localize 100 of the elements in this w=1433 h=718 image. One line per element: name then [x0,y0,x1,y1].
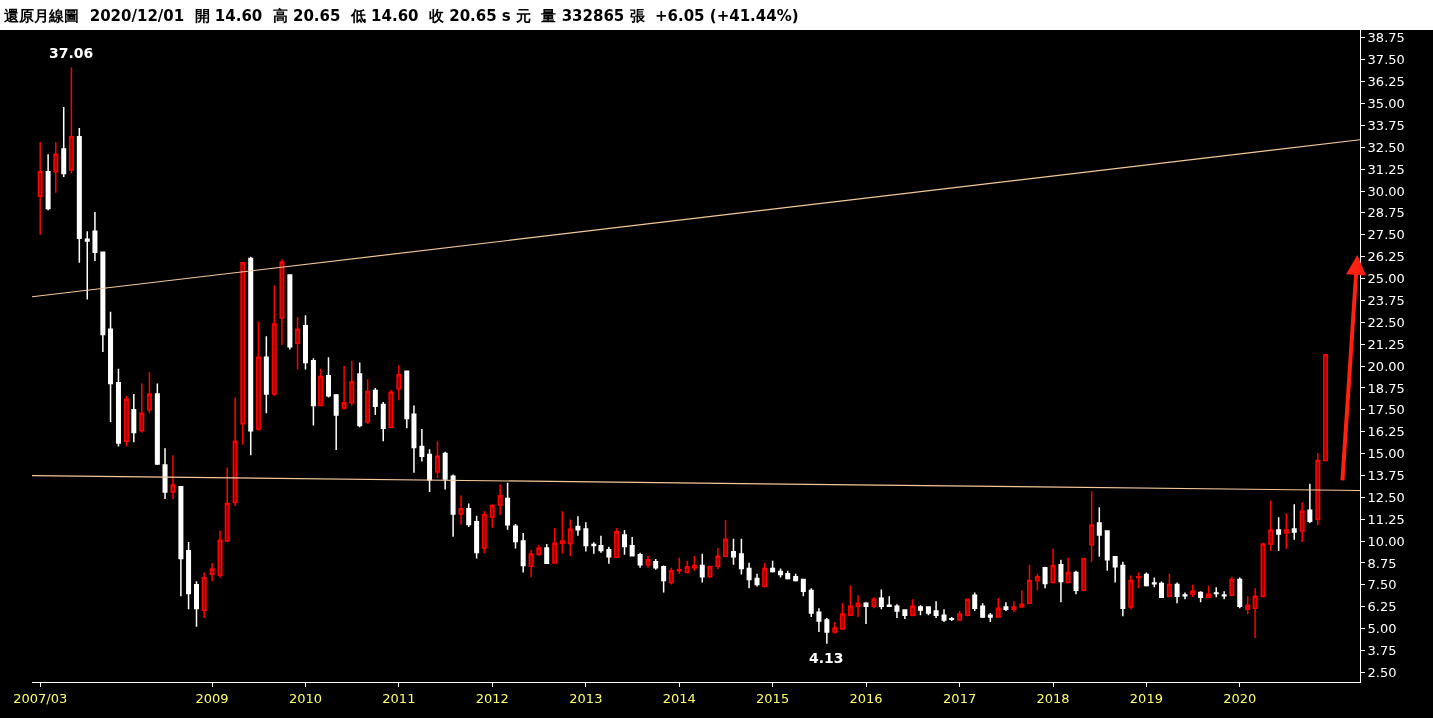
candlestick [458,494,464,526]
x-tick-label: 2011 [382,690,416,706]
candlestick [746,562,752,590]
candlestick [778,567,784,579]
candlestick [1283,512,1289,550]
candlestick [1065,556,1071,584]
candlestick [154,382,160,466]
candlestick [1042,565,1048,590]
candlestick [808,587,814,618]
candlestick [1158,580,1164,599]
x-tick-label: 2019 [1129,690,1163,706]
candlestick [341,365,347,411]
candlestick [972,591,978,612]
candlestick [1260,542,1266,599]
x-tick-label: 2020 [1223,690,1257,706]
candlestick [1089,490,1095,563]
x-tick-label: 2013 [569,690,603,706]
candlestick [839,602,845,630]
x-tick-label: 2017 [943,690,977,706]
candlestick [661,564,667,594]
y-tick-label: 37.50 [1367,52,1405,68]
candlestick [1213,586,1219,599]
candlestick [217,529,223,579]
candlestick [917,604,923,616]
y-tick-label: 6.25 [1367,599,1397,615]
candlestick [404,369,410,429]
candlestick [396,364,402,401]
candlestick [800,578,806,597]
y-tick-label: 15.00 [1367,446,1405,462]
candlestick [910,598,916,617]
y-tick-label: 5.00 [1367,621,1397,637]
candlestick [357,361,363,429]
x-tick-label: 2018 [1036,690,1070,706]
candlestick [863,602,869,625]
candlestick [552,527,558,564]
candlestick [326,356,332,399]
candlestick [505,481,511,531]
chart-title: 還原月線圖 2020/12/01 開 14.60 高 20.65 低 14.60 收 20.65 s 元 量 332865 張 +6.05 (+41.44%) [3,7,799,26]
candlestick [1034,572,1040,592]
candlestick [925,606,931,616]
candlestick [591,541,597,555]
candlestick [1026,563,1032,606]
candlestick [287,274,293,351]
candlestick [668,566,674,586]
candlestick [162,447,168,500]
candlestick [1135,571,1141,590]
candlestick [68,66,74,175]
candlestick [1315,452,1321,526]
candlestick [76,127,82,264]
candlestick [699,552,705,584]
candlestick [178,486,184,597]
candlestick [497,483,503,516]
candlestick [466,502,472,528]
y-tick-label: 25.00 [1367,271,1405,287]
annotation: 4.13 [809,650,844,666]
candlestick [255,320,261,432]
y-tick-label: 11.25 [1367,511,1405,527]
candlestick [1120,561,1126,617]
candlestick [1291,503,1297,541]
candlestick [965,598,971,617]
candlestick [365,378,371,425]
y-tick-label: 28.75 [1367,205,1405,221]
candlestick [1237,576,1243,609]
candlestick [1190,583,1196,599]
candlestick [333,393,339,451]
candlestick [1221,590,1227,600]
candlestick [559,510,565,555]
candlestick [37,141,43,236]
candlestick [84,230,90,301]
candlestick [1019,589,1025,608]
candlestick [598,535,604,554]
candlestick [995,597,1001,618]
candlestick [310,357,316,427]
candlestick [832,621,838,635]
candlestick [653,558,659,571]
candlestick [933,600,939,619]
candlestick [1128,574,1134,610]
candlestick [785,569,791,581]
candlestick [248,255,254,457]
y-tick-label: 3.75 [1367,643,1397,659]
candlestick [723,519,729,558]
x-tick-label: 2015 [756,690,790,706]
y-tick-label: 22.50 [1367,314,1405,330]
candlestick [715,547,721,571]
candlestick [684,559,690,574]
candlestick [957,610,963,621]
candlestick [606,546,612,565]
candlestick [793,572,799,583]
y-tick-label: 27.50 [1367,227,1405,243]
y-tick-label: 32.50 [1367,139,1405,155]
candlestick [1198,590,1204,603]
y-tick-label: 38.75 [1367,30,1405,46]
candlestick [372,387,378,416]
candlestick [847,584,853,616]
candlestick [1229,575,1235,597]
candlestick [224,466,230,543]
candlestick [1050,548,1056,585]
candlestick [1143,571,1149,588]
candlestick [855,594,861,618]
candlestick [1307,482,1313,524]
